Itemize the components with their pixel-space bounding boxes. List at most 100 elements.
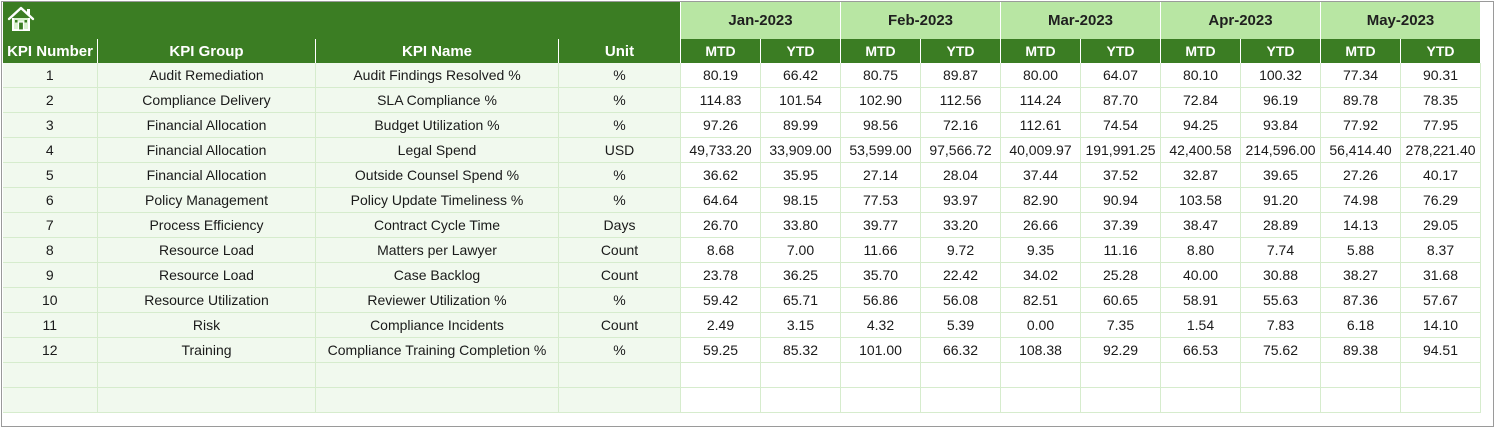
mtd-value-cell[interactable]	[1160, 387, 1241, 413]
ytd-value-cell[interactable]: 90.31	[1400, 63, 1481, 88]
mtd-value-cell[interactable]: 66.53	[1160, 337, 1241, 363]
kpi-name-cell[interactable]: Budget Utilization %	[315, 112, 559, 138]
mtd-value-cell[interactable]	[1000, 362, 1081, 388]
mtd-value-cell[interactable]: 112.61	[1000, 112, 1081, 138]
ytd-value-cell[interactable]: 78.35	[1400, 87, 1481, 113]
ytd-value-cell[interactable]: 31.68	[1400, 262, 1481, 288]
ytd-value-cell[interactable]: 74.54	[1080, 112, 1161, 138]
ytd-value-cell[interactable]: 65.71	[760, 287, 841, 313]
unit-cell[interactable]: Count	[558, 262, 681, 288]
unit-cell[interactable]: %	[558, 63, 681, 88]
unit-cell[interactable]	[558, 362, 681, 388]
mtd-value-cell[interactable]	[680, 387, 761, 413]
mtd-value-cell[interactable]	[840, 362, 921, 388]
kpi-number-cell[interactable]: 2	[2, 87, 98, 113]
kpi-name-cell[interactable]: Audit Findings Resolved %	[315, 63, 559, 88]
mtd-value-cell[interactable]	[680, 362, 761, 388]
unit-cell[interactable]: USD	[558, 137, 681, 163]
mtd-value-cell[interactable]: 97.26	[680, 112, 761, 138]
kpi-name-cell[interactable]: Contract Cycle Time	[315, 212, 559, 238]
ytd-value-cell[interactable]: 28.89	[1240, 212, 1321, 238]
mtd-value-cell[interactable]: 114.83	[680, 87, 761, 113]
kpi-number-cell[interactable]: 6	[2, 187, 98, 213]
mtd-value-cell[interactable]: 114.24	[1000, 87, 1081, 113]
mtd-value-cell[interactable]: 89.38	[1320, 337, 1401, 363]
mtd-value-cell[interactable]: 53,599.00	[840, 137, 921, 163]
ytd-value-cell[interactable]: 30.88	[1240, 262, 1321, 288]
kpi-name-cell[interactable]: Compliance Training Completion %	[315, 337, 559, 363]
mtd-value-cell[interactable]: 82.90	[1000, 187, 1081, 213]
kpi-name-cell[interactable]: Outside Counsel Spend %	[315, 162, 559, 188]
kpi-number-cell[interactable]: 4	[2, 137, 98, 163]
mtd-value-cell[interactable]: 26.70	[680, 212, 761, 238]
unit-cell[interactable]: %	[558, 287, 681, 313]
unit-cell[interactable]: Count	[558, 237, 681, 263]
ytd-value-cell[interactable]: 5.39	[920, 312, 1001, 338]
ytd-value-cell[interactable]: 35.95	[760, 162, 841, 188]
mtd-value-cell[interactable]: 32.87	[1160, 162, 1241, 188]
mtd-value-cell[interactable]: 94.25	[1160, 112, 1241, 138]
mtd-value-cell[interactable]	[1160, 362, 1241, 388]
ytd-value-cell[interactable]	[1400, 362, 1481, 388]
unit-cell[interactable]: %	[558, 87, 681, 113]
kpi-number-cell[interactable]: 5	[2, 162, 98, 188]
ytd-value-cell[interactable]: 98.15	[760, 187, 841, 213]
mtd-value-cell[interactable]: 103.58	[1160, 187, 1241, 213]
kpi-group-cell[interactable]	[97, 387, 316, 413]
mtd-value-cell[interactable]	[840, 387, 921, 413]
ytd-value-cell[interactable]: 101.54	[760, 87, 841, 113]
ytd-value-cell[interactable]: 89.99	[760, 112, 841, 138]
ytd-value-cell[interactable]: 7.83	[1240, 312, 1321, 338]
kpi-number-cell[interactable]	[2, 387, 98, 413]
ytd-value-cell[interactable]: 37.52	[1080, 162, 1161, 188]
ytd-value-cell[interactable]: 90.94	[1080, 187, 1161, 213]
ytd-value-cell[interactable]: 77.95	[1400, 112, 1481, 138]
kpi-name-cell[interactable]: Case Backlog	[315, 262, 559, 288]
mtd-value-cell[interactable]: 40.00	[1160, 262, 1241, 288]
ytd-value-cell[interactable]: 33.20	[920, 212, 1001, 238]
ytd-value-cell[interactable]: 14.10	[1400, 312, 1481, 338]
ytd-value-cell[interactable]: 96.19	[1240, 87, 1321, 113]
ytd-value-cell[interactable]: 22.42	[920, 262, 1001, 288]
mtd-value-cell[interactable]: 39.77	[840, 212, 921, 238]
ytd-value-cell[interactable]: 92.29	[1080, 337, 1161, 363]
unit-cell[interactable]: %	[558, 112, 681, 138]
ytd-value-cell[interactable]: 55.63	[1240, 287, 1321, 313]
ytd-value-cell[interactable]: 33.80	[760, 212, 841, 238]
kpi-name-cell[interactable]: Matters per Lawyer	[315, 237, 559, 263]
ytd-value-cell[interactable]: 112.56	[920, 87, 1001, 113]
kpi-number-cell[interactable]: 1	[2, 63, 98, 88]
ytd-value-cell[interactable]: 75.62	[1240, 337, 1321, 363]
kpi-group-cell[interactable]: Process Efficiency	[97, 212, 316, 238]
ytd-value-cell[interactable]: 57.67	[1400, 287, 1481, 313]
mtd-value-cell[interactable]: 77.53	[840, 187, 921, 213]
kpi-group-cell[interactable]: Compliance Delivery	[97, 87, 316, 113]
ytd-value-cell[interactable]: 191,991.25	[1080, 137, 1161, 163]
kpi-name-cell[interactable]: Legal Spend	[315, 137, 559, 163]
ytd-value-cell[interactable]: 94.51	[1400, 337, 1481, 363]
ytd-value-cell[interactable]: 56.08	[920, 287, 1001, 313]
mtd-value-cell[interactable]: 5.88	[1320, 237, 1401, 263]
kpi-name-cell[interactable]: Reviewer Utilization %	[315, 287, 559, 313]
mtd-value-cell[interactable]: 49,733.20	[680, 137, 761, 163]
kpi-name-cell[interactable]	[315, 387, 559, 413]
mtd-value-cell[interactable]: 23.78	[680, 262, 761, 288]
kpi-number-cell[interactable]: 10	[2, 287, 98, 313]
kpi-number-cell[interactable]: 3	[2, 112, 98, 138]
mtd-value-cell[interactable]: 59.25	[680, 337, 761, 363]
mtd-value-cell[interactable]: 27.26	[1320, 162, 1401, 188]
mtd-value-cell[interactable]: 36.62	[680, 162, 761, 188]
ytd-value-cell[interactable]	[1080, 387, 1161, 413]
kpi-group-cell[interactable]: Resource Load	[97, 262, 316, 288]
mtd-value-cell[interactable]: 72.84	[1160, 87, 1241, 113]
mtd-value-cell[interactable]: 108.38	[1000, 337, 1081, 363]
ytd-value-cell[interactable]: 40.17	[1400, 162, 1481, 188]
ytd-value-cell[interactable]: 214,596.00	[1240, 137, 1321, 163]
ytd-value-cell[interactable]: 9.72	[920, 237, 1001, 263]
ytd-value-cell[interactable]: 25.28	[1080, 262, 1161, 288]
mtd-value-cell[interactable]: 37.44	[1000, 162, 1081, 188]
mtd-value-cell[interactable]: 80.19	[680, 63, 761, 88]
mtd-value-cell[interactable]: 2.49	[680, 312, 761, 338]
kpi-number-cell[interactable]: 7	[2, 212, 98, 238]
ytd-value-cell[interactable]: 278,221.40	[1400, 137, 1481, 163]
